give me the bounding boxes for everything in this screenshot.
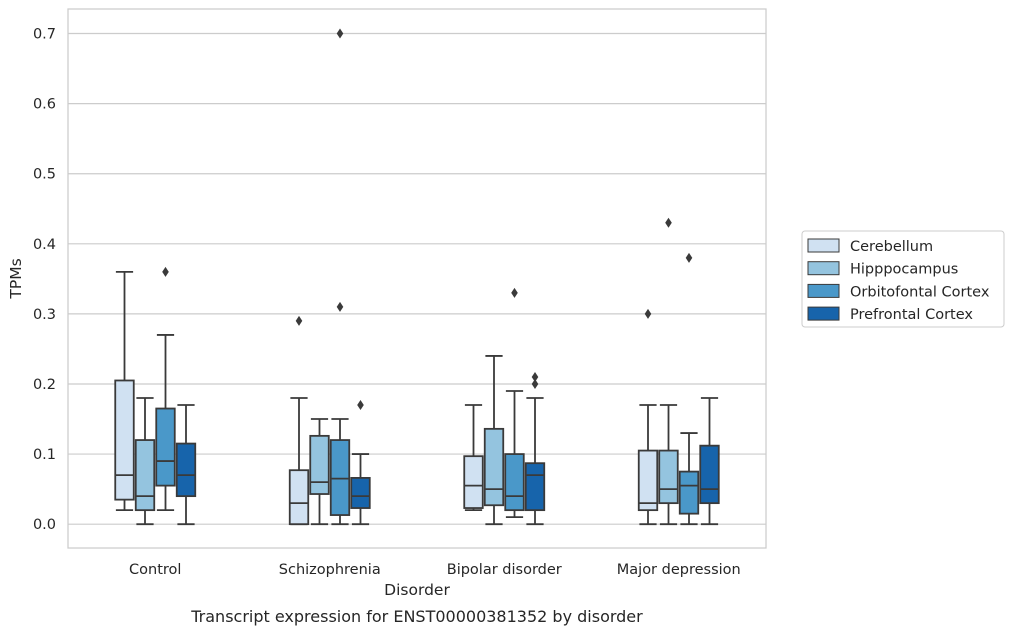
box-bipolar-disorder-1 [463,404,484,512]
box-schizophrenia-1 [288,315,310,526]
y-tick-label: 0.4 [33,237,56,253]
x-tick-label: Schizophrenia [279,562,381,578]
box-major-depression-3 [678,252,700,526]
outlier-point [644,308,652,319]
legend-swatch [807,238,840,253]
box-iqr [288,469,310,526]
outlier-point [511,287,518,298]
box-iqr [637,449,659,512]
outlier-point [336,28,344,39]
legend-item: Hipppocampus [807,261,958,278]
outlier-point [531,371,539,382]
legend-label: Hipppocampus [850,262,958,278]
box-control-3 [155,266,176,512]
x-axis-ticks: Control Schizophrenia Bipolar disorder Majo… [129,562,741,578]
x-tick-label: Control [129,562,181,578]
box-iqr [134,439,156,512]
box-iqr [155,407,176,487]
box-iqr [483,427,505,507]
box-iqr [114,379,135,501]
legend: Cerebellum Hipppocampus Orbitofontal Corte… [801,230,1005,328]
legend-item: Orbitofontal Cortex [807,283,990,300]
box-major-depression-2 [658,217,679,526]
y-tick-label: 0.2 [33,377,56,393]
y-axis-label: TPMs [7,258,25,299]
box-schizophrenia-4 [350,400,371,526]
y-axis-ticks: 0.0 0.1 0.2 0.3 0.4 0.5 0.6 0.7 [33,27,56,534]
box-bipolar-disorder-4 [524,371,546,526]
y-tick-label: 0.7 [33,27,56,43]
outlier-point [162,266,169,277]
outlier-point [685,252,693,263]
legend-items: Cerebellum Hipppocampus Orbitofontal Corte… [807,238,990,323]
box-iqr [699,444,720,505]
outlier-point [665,217,672,228]
box-iqr [329,439,351,516]
box-control-4 [175,404,197,526]
legend-frame [801,230,1005,328]
legend-label: Cerebellum [850,239,933,255]
box-iqr [678,470,700,515]
legend-swatch [807,261,840,276]
box-bipolar-disorder-2 [483,355,505,526]
box-major-depression-1 [637,308,659,526]
box-iqr [175,442,197,498]
y-tick-label: 0.0 [33,517,56,533]
legend-label: Prefrontal Cortex [850,307,973,323]
y-tick-label: 0.1 [33,447,56,463]
outlier-point [295,315,303,326]
legend-item: Cerebellum [807,238,933,255]
x-axis-label: Disorder [384,581,450,599]
y-tick-label: 0.3 [33,307,56,323]
box-bipolar-disorder-3 [504,287,525,519]
outlier-point [531,378,539,389]
outlier-point [357,400,364,411]
box-control-1 [114,270,135,512]
box-schizophrenia-3 [329,28,351,526]
y-tick-label: 0.5 [33,167,56,183]
legend-label: Orbitofontal Cortex [850,284,990,300]
box-iqr [524,462,546,512]
box-iqr [504,453,525,512]
box-iqr [658,449,679,505]
plot-area-frame [67,8,767,549]
box-iqr [350,477,371,509]
box-major-depression-4 [699,397,720,526]
y-tick-label: 0.6 [33,97,56,113]
legend-swatch [807,306,840,321]
legend-item: Prefrontal Cortex [807,306,973,323]
box-schizophrenia-2 [309,418,330,526]
box-control-2 [134,397,156,526]
box-iqr [463,455,484,509]
x-tick-label: Bipolar disorder [447,562,562,578]
outlier-point [336,301,344,312]
boxes [114,28,720,526]
x-tick-label: Major depression [617,562,741,578]
box-iqr [309,434,330,495]
chart-caption: Transcript expression for ENST0000038135… [190,607,643,626]
legend-swatch [807,283,840,298]
